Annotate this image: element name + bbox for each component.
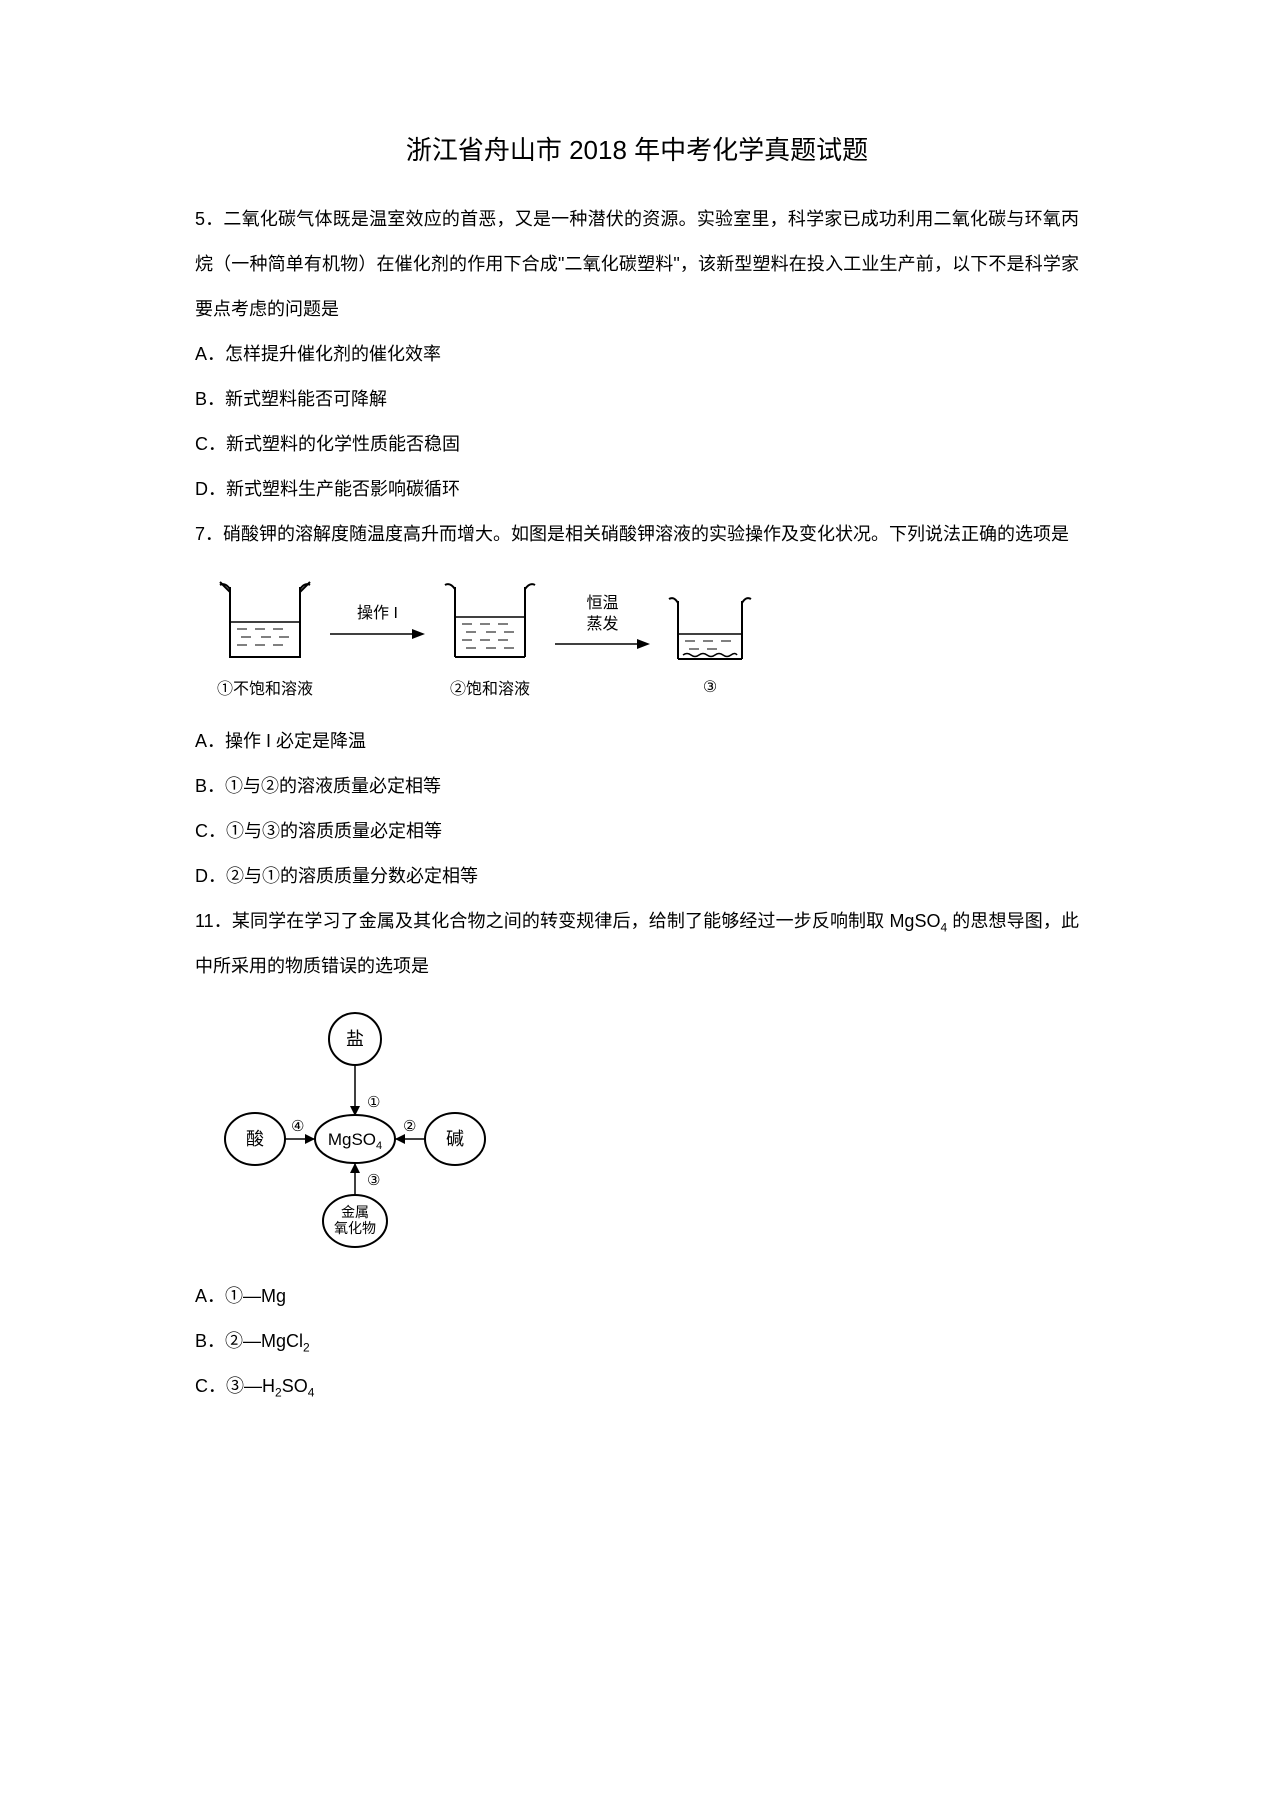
node-right-label: 碱 <box>446 1129 464 1149</box>
q7-stem: 7．硝酸钾的溶解度随温度高升而增大。如图是相关硝酸钾溶液的实验操作及变化状况。下… <box>195 512 1079 557</box>
arrow-2-icon <box>555 636 650 652</box>
arrow-num-3: ③ <box>367 1172 380 1189</box>
beaker-3-icon <box>655 579 765 669</box>
page-title: 浙江省舟山市 2018 年中考化学真题试题 <box>195 130 1079 167</box>
q7-option-d: D．②与①的溶质质量分数必定相等 <box>195 854 1079 899</box>
q5-option-b: B．新式塑料能否可降解 <box>195 377 1079 422</box>
q11-option-b: B．②—MgCl2 <box>195 1319 1079 1364</box>
beaker-2-icon <box>430 577 550 667</box>
q11-stem: 11．某同学在学习了金属及其化合物之间的转变规律后，给制了能够经过一步反响制取 … <box>195 899 1079 989</box>
node-bottom-label-2: 氧化物 <box>334 1220 376 1236</box>
q7-option-c: C．①与③的溶质质量必定相等 <box>195 809 1079 854</box>
arrow-1-label: 操作 I <box>357 604 398 623</box>
beaker-1-label: ①不饱和溶液 <box>217 675 313 699</box>
arrow-num-4: ④ <box>291 1118 304 1135</box>
q5-stem: 5．二氧化碳气体既是温室效应的首恶，又是一种潜伏的资源。实验室里，科学家已成功利… <box>195 197 1079 332</box>
node-top-label: 盐 <box>346 1029 364 1049</box>
q11-option-c: C．③—H2SO4 <box>195 1364 1079 1409</box>
q11-diagram: 盐 酸 碱 金属 氧化物 MgSO4 ① ② ③ ④ <box>215 1009 1079 1254</box>
q7-diagram: ①不饱和溶液 操作 I <box>205 577 1069 699</box>
beaker-2-label: ②饱和溶液 <box>450 675 530 699</box>
node-left-label: 酸 <box>246 1129 264 1149</box>
node-center-label: MgSO4 <box>328 1130 382 1152</box>
node-bottom-label-1: 金属 <box>341 1204 369 1220</box>
arrow-2-label-2: 蒸发 <box>586 615 618 634</box>
arrow-2-label-1: 恒温 <box>586 594 618 613</box>
arrow-num-2: ② <box>403 1118 416 1135</box>
q11-option-a: A．①—Mg <box>195 1274 1079 1319</box>
q7-option-b: B．①与②的溶液质量必定相等 <box>195 764 1079 809</box>
arrow-1-icon <box>330 626 425 642</box>
q5-option-a: A．怎样提升催化剂的催化效率 <box>195 332 1079 377</box>
q7-option-a: A．操作 I 必定是降温 <box>195 719 1079 764</box>
q5-option-c: C．新式塑料的化学性质能否稳固 <box>195 422 1079 467</box>
arrow-num-1: ① <box>367 1094 380 1111</box>
q5-option-d: D．新式塑料生产能否影响碳循环 <box>195 467 1079 512</box>
beaker-1-icon <box>205 577 325 667</box>
beaker-3-label: ③ <box>703 677 717 697</box>
